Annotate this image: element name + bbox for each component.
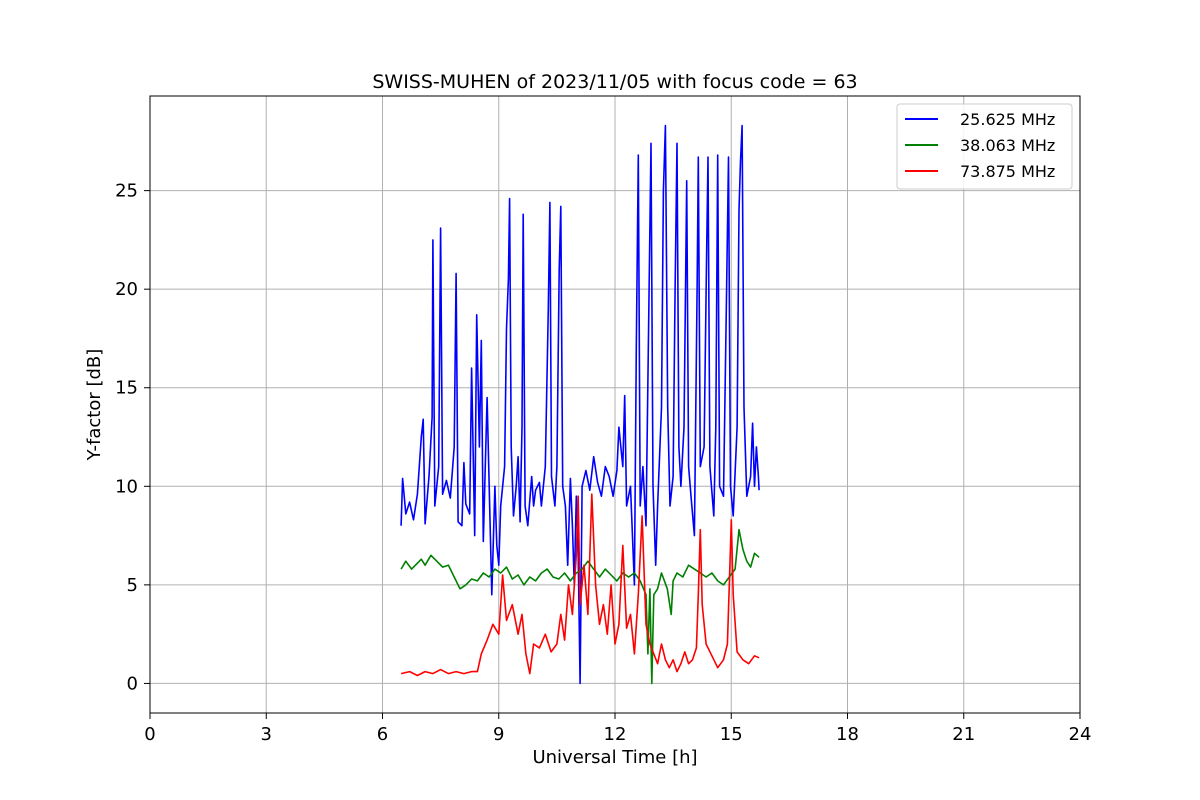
series-line-73875 [400, 493, 760, 677]
grid-layer [149, 96, 1081, 713]
y-tick-label: 10 [115, 476, 138, 497]
x-tick-label: 3 [261, 724, 272, 745]
x-tick-label: 18 [836, 724, 859, 745]
y-tick-label: 20 [115, 279, 138, 300]
x-tick-label: 21 [952, 724, 975, 745]
legend-label-73875: 73.875 MHz [960, 162, 1055, 181]
legend: 25.625 MHz 38.063 MHz 73.875 MHz [896, 103, 1073, 190]
legend-label-38063: 38.063 MHz [960, 136, 1055, 155]
series-line-38063 [400, 528, 760, 685]
x-tick-label: 0 [144, 724, 155, 745]
y-axis-ticks: 0 5 10 15 20 25 [115, 181, 150, 694]
y-tick-label: 15 [115, 378, 138, 399]
y-tick-label: 25 [115, 181, 138, 202]
legend-label-25625: 25.625 MHz [960, 110, 1055, 129]
x-axis-label: Universal Time [h] [532, 747, 697, 768]
y-tick-label: 5 [127, 575, 138, 596]
x-tick-label: 12 [604, 724, 627, 745]
legend-box [896, 103, 1073, 190]
series-layer [400, 124, 760, 685]
chart-title: SWISS-MUHEN of 2023/11/05 with focus cod… [372, 71, 857, 93]
x-tick-label: 9 [493, 724, 504, 745]
x-tick-label: 6 [377, 724, 388, 745]
x-tick-label: 15 [720, 724, 743, 745]
x-axis-ticks: 0 3 6 9 12 15 18 21 24 [144, 713, 1091, 745]
y-axis-label: Y-factor [dB] [84, 349, 105, 462]
y-tick-label: 0 [127, 673, 138, 694]
x-tick-label: 24 [1069, 724, 1092, 745]
